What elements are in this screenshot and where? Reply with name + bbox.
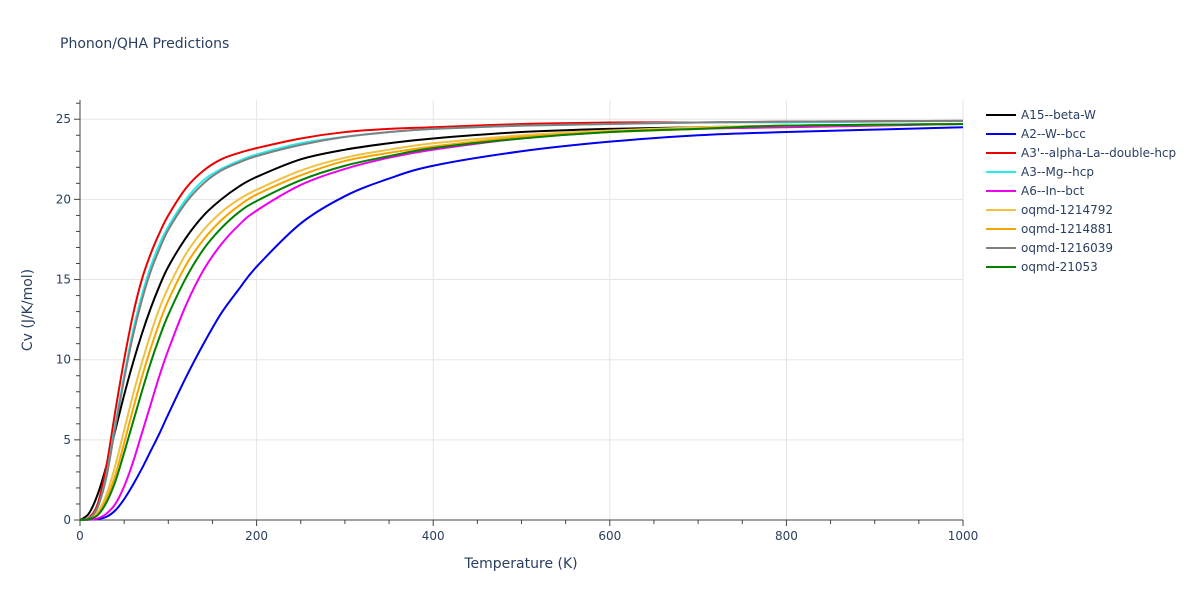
legend-item[interactable]: oqmd-1216039 <box>986 241 1113 255</box>
series-line-2[interactable] <box>79 119 964 521</box>
legend: A15--beta-W A2--W--bcc A3'--alpha-La--doub… <box>986 108 1176 274</box>
series-line-5[interactable] <box>79 123 964 521</box>
legend-item[interactable]: A3--Mg--hcp <box>986 165 1094 179</box>
legend-label: oqmd-21053 <box>1021 260 1098 274</box>
series-line-1[interactable] <box>79 126 964 521</box>
x-tick-label: 0 <box>76 529 84 543</box>
x-tick-label: 800 <box>775 529 798 543</box>
y-tick-label: 10 <box>56 353 71 367</box>
x-axis-title: Temperature (K) <box>463 556 577 572</box>
legend-label: oqmd-1214881 <box>1021 222 1113 236</box>
y-tick-label: 0 <box>63 513 71 527</box>
legend-item[interactable]: A15--beta-W <box>986 108 1096 122</box>
series-lines <box>79 119 964 521</box>
x-tick-label: 400 <box>422 529 445 543</box>
series-line-0[interactable] <box>79 123 964 521</box>
series-line-4[interactable] <box>79 123 964 521</box>
y-tick-label: 5 <box>63 433 71 447</box>
series-line-8[interactable] <box>79 123 964 521</box>
tick-labels: 0 200 400 600 800 1000 0 5 10 15 20 25 <box>56 112 979 543</box>
legend-item[interactable]: A3'--alpha-La--double-hcp <box>986 146 1176 160</box>
y-axis-title: Cv (J/K/mol) <box>20 269 36 351</box>
x-tick-label: 600 <box>598 529 621 543</box>
y-tick-label: 20 <box>56 192 71 206</box>
series-line-3[interactable] <box>79 119 964 521</box>
axes <box>74 100 964 526</box>
legend-label: A15--beta-W <box>1021 108 1096 122</box>
y-tick-label: 25 <box>56 112 71 126</box>
chart-title: Phonon/QHA Predictions <box>60 36 230 52</box>
legend-label: A3'--alpha-La--double-hcp <box>1021 146 1176 160</box>
legend-item[interactable]: A6--In--bct <box>986 184 1085 198</box>
legend-label: A3--Mg--hcp <box>1021 165 1094 179</box>
legend-label: A6--In--bct <box>1021 184 1085 198</box>
legend-item[interactable]: oqmd-21053 <box>986 260 1098 274</box>
legend-label: A2--W--bcc <box>1021 127 1086 141</box>
series-line-6[interactable] <box>79 123 964 521</box>
legend-item[interactable]: oqmd-1214792 <box>986 203 1113 217</box>
series-line-7[interactable] <box>79 119 964 521</box>
legend-label: oqmd-1216039 <box>1021 241 1113 255</box>
y-tick-label: 15 <box>56 273 71 287</box>
x-tick-label: 200 <box>245 529 268 543</box>
legend-item[interactable]: oqmd-1214881 <box>986 222 1113 236</box>
grid-lines <box>80 100 964 520</box>
x-tick-label: 1000 <box>948 529 979 543</box>
legend-item[interactable]: A2--W--bcc <box>986 127 1086 141</box>
legend-label: oqmd-1214792 <box>1021 203 1113 217</box>
